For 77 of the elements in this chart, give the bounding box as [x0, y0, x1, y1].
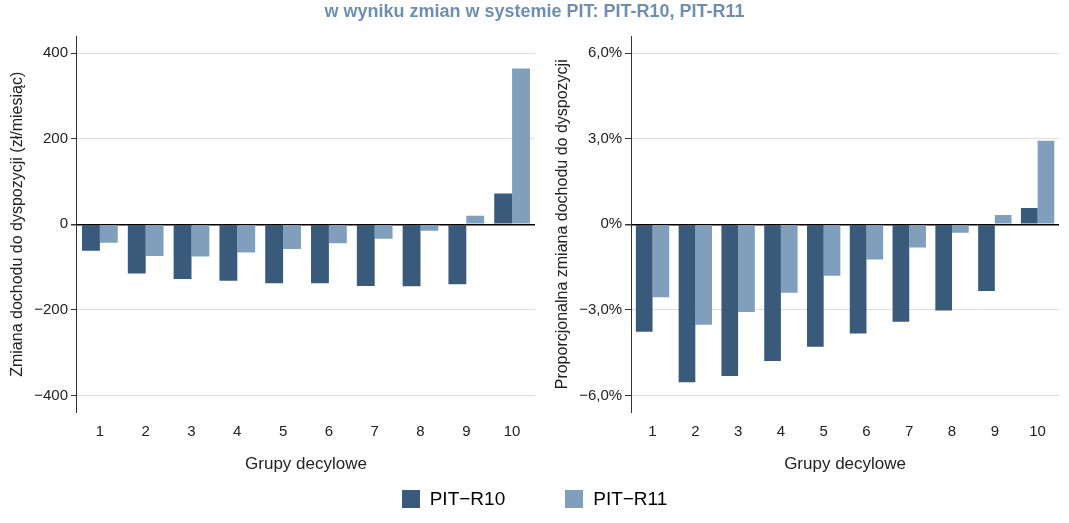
bar: [721, 225, 739, 377]
x-tick-label: 5: [819, 421, 828, 439]
y-tick-label: −400: [34, 385, 68, 403]
x-tick-label: 9: [462, 421, 471, 439]
bar: [678, 225, 696, 383]
y-tick-label: 0%: [600, 214, 623, 232]
y-tick-label: 0: [59, 214, 68, 232]
bar: [849, 225, 867, 334]
bar: [512, 68, 530, 224]
y-axis-title: Proporcjonalna zmiana dochodu do dyspozycji: [553, 59, 571, 390]
x-tick-label: 3: [187, 421, 196, 439]
y-tick-label: 3,0%: [587, 128, 623, 146]
bar: [173, 225, 192, 280]
bar: [695, 225, 713, 325]
x-tick-label: 6: [862, 421, 871, 439]
bar: [892, 225, 910, 322]
x-tick-label: 6: [324, 421, 334, 439]
legend-label: PIT−R10: [429, 488, 506, 510]
bar: [237, 225, 256, 253]
x-tick-label: 7: [370, 421, 379, 439]
bar: [807, 225, 824, 347]
chart-title: w wyniku zmian w systemie PIT: PIT-R10, PIT-R11: [323, 0, 746, 23]
bar: [866, 225, 884, 260]
bar: [283, 225, 301, 250]
x-tick-label: 8: [416, 421, 425, 439]
bar: [82, 225, 100, 251]
y-tick-label: 200: [42, 128, 68, 146]
bar: [328, 225, 347, 244]
y-axis-title: Zmiana dochodu do dyspozycji (zł/miesiąc): [8, 71, 26, 377]
bar: [635, 225, 653, 332]
x-axis-title: Grupy decylowe: [784, 454, 907, 474]
x-tick-label: 9: [990, 421, 999, 439]
x-tick-label: 7: [905, 421, 914, 439]
bar: [265, 225, 284, 284]
bar: [494, 193, 513, 224]
bar: [420, 225, 439, 231]
bar: [127, 225, 146, 274]
x-tick-label: 10: [1029, 421, 1046, 439]
bar: [448, 225, 467, 285]
x-tick-label: 5: [278, 421, 288, 439]
x-tick-label: 8: [947, 421, 957, 439]
bar: [99, 225, 118, 243]
x-tick-label: 3: [733, 421, 743, 439]
bar: [311, 225, 329, 284]
x-tick-label: 1: [648, 421, 657, 439]
bar: [652, 225, 670, 298]
x-tick-label: 1: [95, 421, 105, 439]
bar: [374, 225, 393, 239]
bar: [402, 225, 421, 287]
bar: [978, 225, 995, 292]
bar: [1020, 208, 1038, 224]
bar: [145, 225, 164, 256]
bar: [191, 225, 210, 257]
y-tick-label: −6,0%: [579, 385, 623, 403]
bar: [823, 225, 841, 276]
bar: [909, 225, 926, 248]
x-tick-label: 4: [776, 421, 786, 439]
bar: [356, 225, 375, 286]
bar: [1037, 140, 1055, 224]
y-tick-label: 400: [42, 43, 68, 61]
y-tick-label: −200: [34, 300, 68, 318]
bar: [738, 225, 755, 312]
legend-label: PIT−R11: [593, 488, 668, 510]
x-tick-label: 4: [233, 421, 242, 439]
bar: [780, 225, 798, 293]
bar: [935, 225, 953, 311]
y-tick-label: −3,0%: [579, 300, 623, 318]
bar: [994, 214, 1012, 224]
x-tick-label: 2: [691, 421, 700, 439]
bar: [466, 215, 485, 224]
bar: [952, 225, 969, 233]
x-tick-label: 10: [503, 421, 521, 439]
x-axis-title: Grupy decylowe: [245, 454, 367, 474]
y-tick-label: 6,0%: [587, 43, 623, 61]
bar: [219, 225, 238, 281]
x-tick-label: 2: [141, 421, 150, 439]
bar: [764, 225, 781, 361]
